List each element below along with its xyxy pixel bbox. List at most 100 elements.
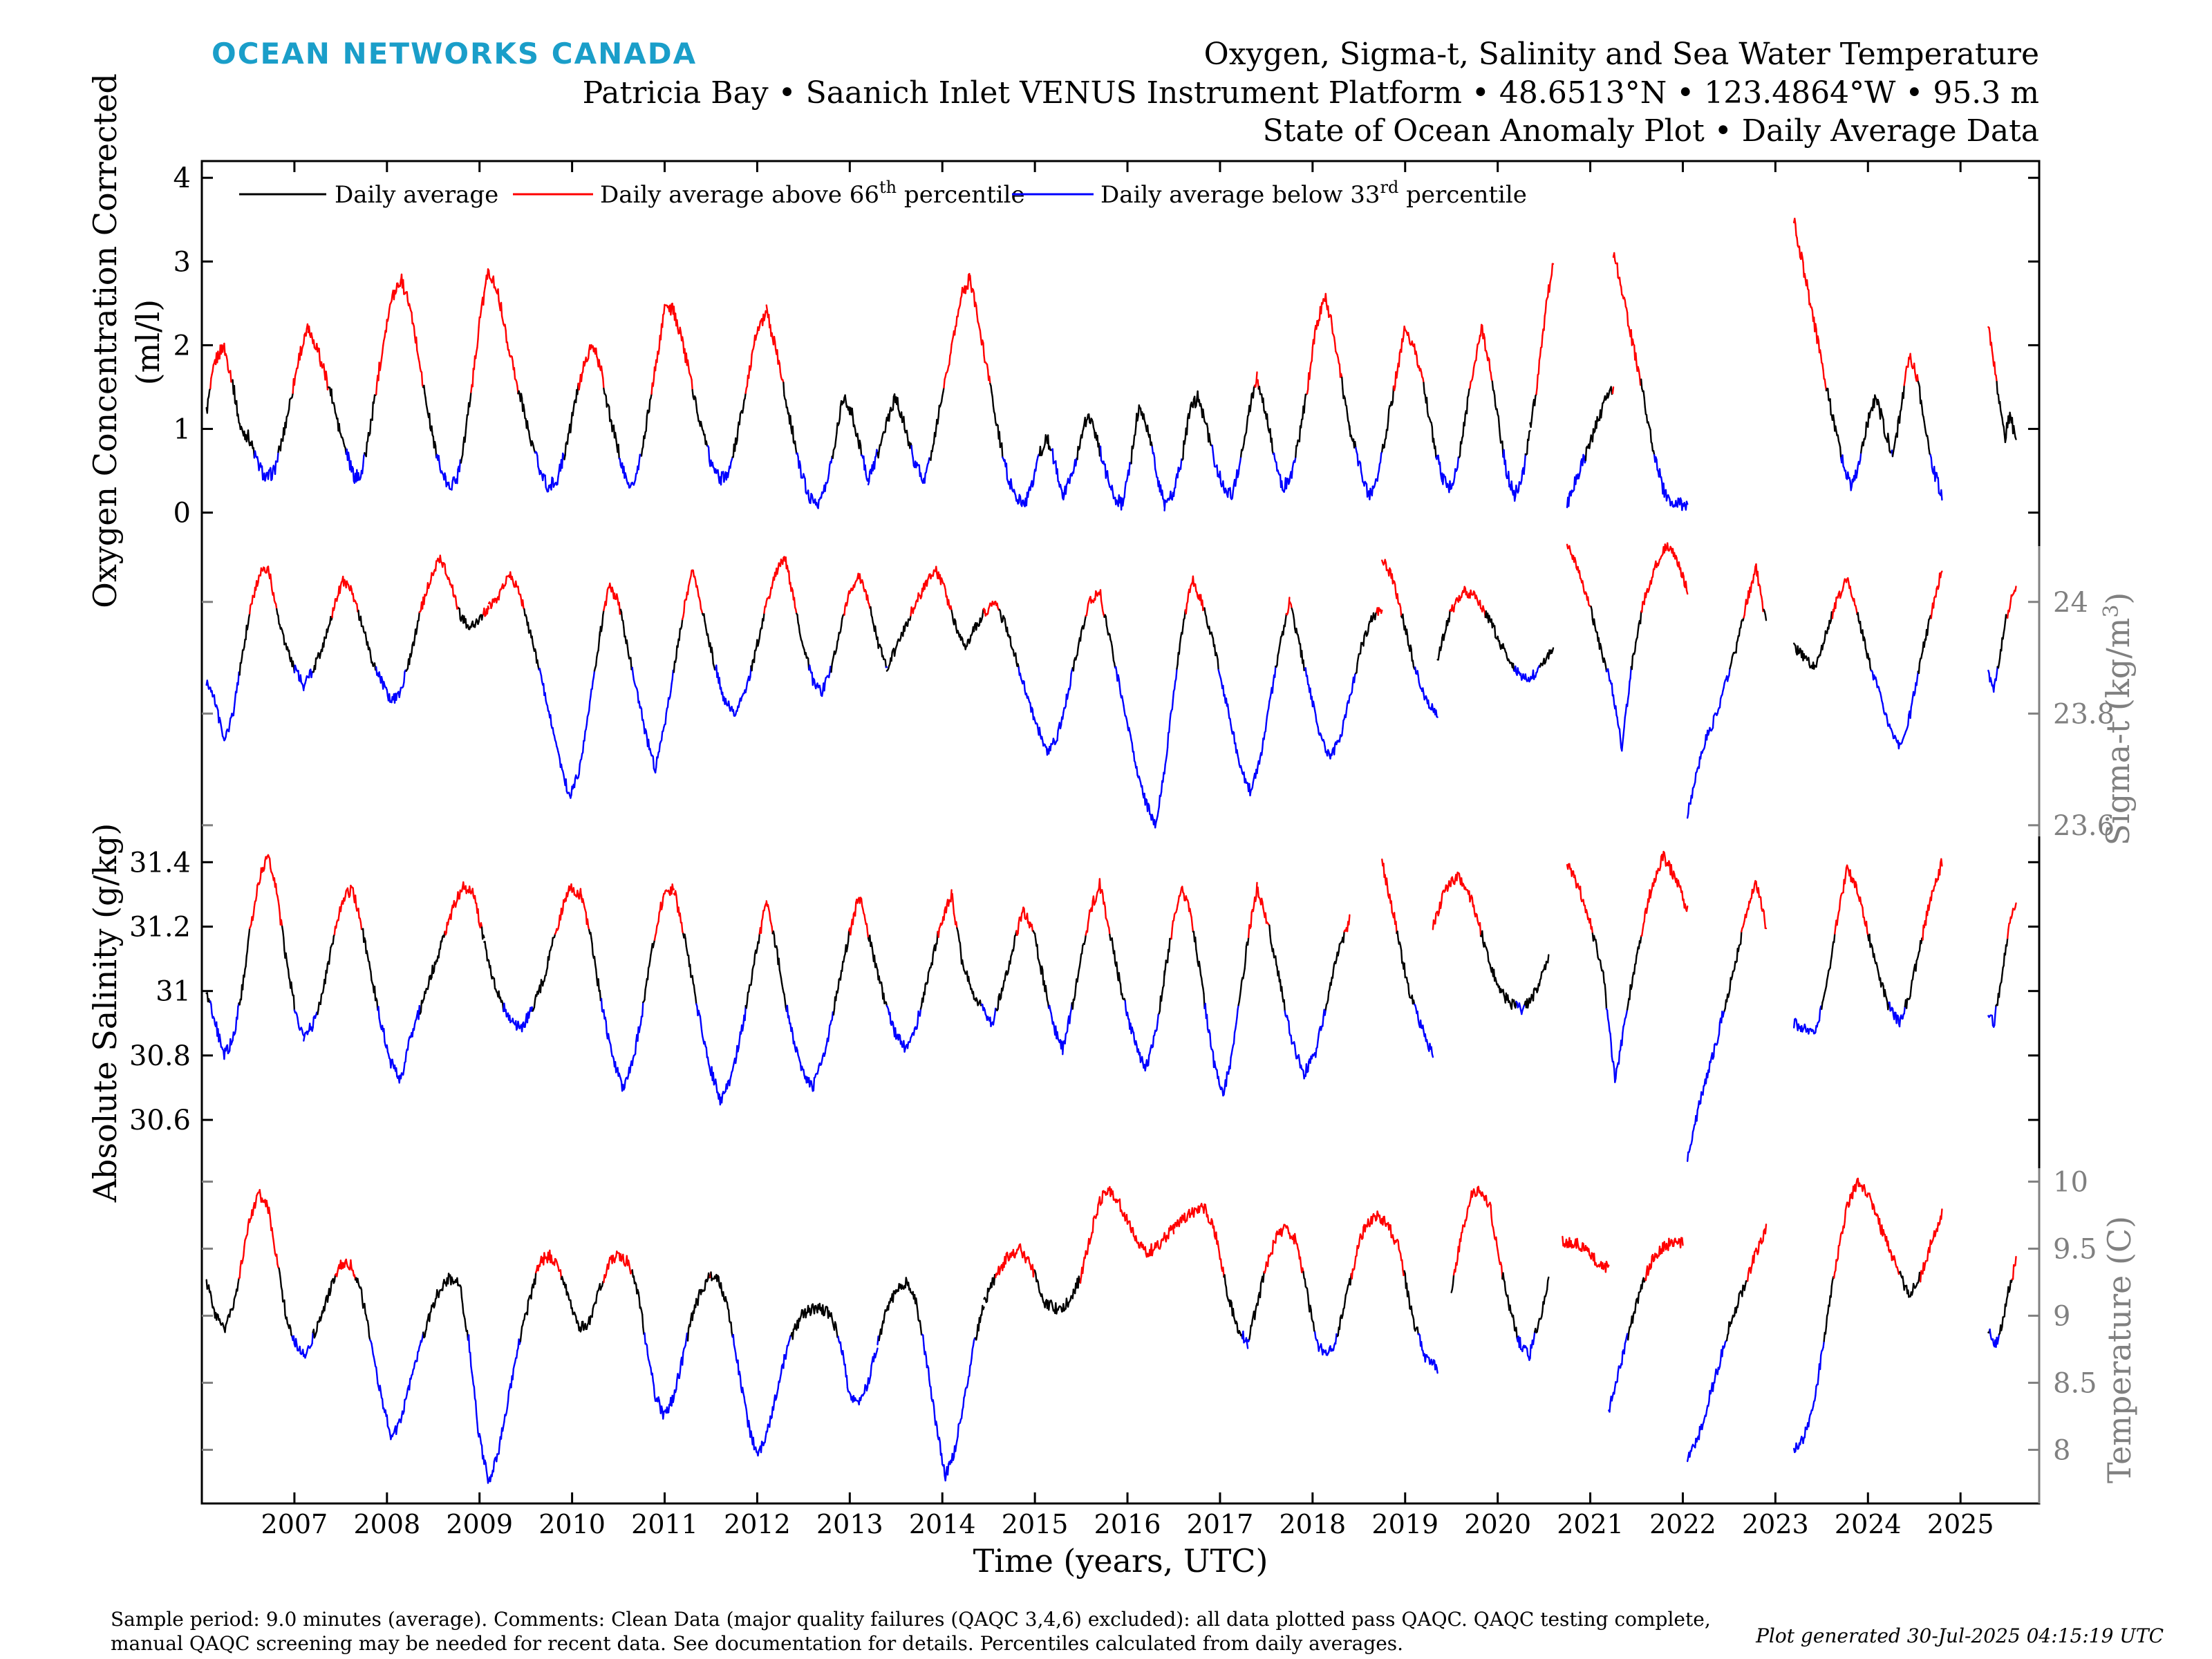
- series-line-sigma_t: [1493, 625, 1497, 639]
- series-line-oxygen: [697, 414, 700, 422]
- series-line-sigma_t: [692, 570, 695, 578]
- series-line-oxygen: [413, 326, 416, 337]
- series-line-sigma_t: [1752, 573, 1755, 584]
- series-line-salinity: [326, 962, 329, 974]
- series-line-sigma_t: [1738, 627, 1741, 637]
- series-line-oxygen: [293, 375, 297, 386]
- series-line-oxygen: [1416, 355, 1418, 366]
- series-line-oxygen: [844, 394, 847, 403]
- series-line-sigma_t: [1417, 675, 1421, 684]
- series-line-sigma_t: [732, 709, 735, 717]
- series-line-sigma_t: [1756, 570, 1760, 586]
- series-line-oxygen: [226, 359, 229, 371]
- series-line-sigma_t: [1911, 697, 1914, 704]
- series-line-sigma_t: [1181, 626, 1184, 635]
- series-line-salinity: [354, 894, 357, 908]
- series-line-sigma_t: [1940, 570, 1943, 574]
- series-line-oxygen: [1438, 461, 1442, 474]
- series-line-sigma_t: [544, 692, 547, 702]
- series-line-sigma_t: [1932, 597, 1936, 609]
- series-line-sigma_t: [395, 693, 398, 701]
- series-line-oxygen: [1378, 463, 1381, 472]
- series-line-oxygen: [906, 429, 909, 438]
- series-line-sigma_t: [697, 589, 700, 597]
- series-line-oxygen: [1170, 490, 1172, 500]
- series-line-oxygen: [786, 406, 789, 415]
- series-line-sigma_t: [903, 624, 906, 632]
- series-line-sigma_t: [238, 662, 241, 676]
- series-line-sigma_t: [229, 717, 232, 726]
- series-line-sigma_t: [961, 637, 964, 646]
- series-line-oxygen: [1291, 467, 1294, 479]
- series-line-oxygen: [1153, 456, 1156, 470]
- series-line-oxygen: [1796, 236, 1799, 247]
- series-line-sigma_t: [1131, 742, 1134, 753]
- series-line-oxygen: [695, 404, 698, 413]
- series-line-oxygen: [1468, 388, 1470, 397]
- y-axis-label-oxygen-units: (ml/l): [129, 299, 167, 385]
- series-line-oxygen: [1856, 465, 1859, 474]
- series-line-salinity: [328, 953, 331, 965]
- series-line-sigma_t: [982, 608, 985, 610]
- series-line-oxygen: [1423, 382, 1425, 395]
- series-line-salinity: [395, 1067, 398, 1078]
- series-line-sigma_t: [1593, 618, 1596, 627]
- series-line-sigma_t: [1148, 805, 1151, 816]
- series-line-oxygen: [564, 442, 567, 456]
- series-line-oxygen: [308, 325, 311, 336]
- series-line-oxygen: [1327, 305, 1330, 318]
- series-line-oxygen: [652, 378, 655, 387]
- series-line-oxygen: [1656, 458, 1658, 471]
- series-line-sigma_t: [308, 669, 311, 679]
- series-line-oxygen: [1151, 446, 1154, 455]
- series-line-oxygen: [1212, 451, 1215, 461]
- series-line-oxygen: [1832, 414, 1835, 422]
- series-line-sigma_t: [1687, 802, 1690, 815]
- series-line-salinity: [547, 950, 551, 961]
- series-line-oxygen: [1035, 462, 1038, 472]
- series-line-oxygen: [361, 465, 364, 475]
- series-line-sigma_t: [1650, 577, 1653, 585]
- series-line-salinity: [471, 888, 474, 897]
- series-line-oxygen: [1195, 397, 1198, 407]
- series-line-oxygen: [943, 378, 946, 389]
- series-line-oxygen: [1877, 402, 1881, 411]
- series-line-sigma_t: [1168, 720, 1171, 733]
- series-line-oxygen: [251, 440, 254, 449]
- series-line-salinity: [600, 997, 603, 1013]
- series-line-oxygen: [1309, 367, 1311, 380]
- series-line-oxygen: [411, 311, 413, 325]
- series-line-sigma_t: [1333, 743, 1336, 756]
- series-line-sigma_t: [1512, 662, 1515, 672]
- series-line-oxygen: [1829, 398, 1832, 416]
- series-line-sigma_t: [622, 619, 625, 628]
- series-line-oxygen: [1626, 312, 1629, 327]
- series-line-oxygen: [634, 473, 637, 481]
- series-line-oxygen: [285, 415, 288, 429]
- series-line-oxygen: [1235, 478, 1237, 487]
- plot-frame: [200, 160, 2041, 1505]
- series-line-salinity: [474, 894, 477, 904]
- series-line-sigma_t: [369, 649, 372, 658]
- series-line-salinity: [605, 1020, 608, 1035]
- series-line-sigma_t: [1915, 677, 1918, 686]
- series-line-salinity: [252, 913, 254, 921]
- series-line-oxygen: [486, 268, 489, 280]
- series-line-sigma_t: [1679, 567, 1683, 577]
- series-line-salinity: [278, 904, 281, 915]
- series-line-oxygen: [391, 294, 393, 302]
- series-line-sigma_t: [999, 610, 1002, 618]
- series-line-oxygen: [526, 420, 529, 431]
- series-line-oxygen: [379, 363, 382, 371]
- series-line-salinity: [521, 1022, 524, 1033]
- series-line-oxygen: [603, 387, 606, 395]
- series-line-sigma_t: [1849, 585, 1852, 594]
- series-line-oxygen: [1808, 289, 1810, 306]
- series-line-sigma_t: [505, 575, 507, 585]
- series-line-oxygen: [868, 471, 871, 482]
- series-line-oxygen: [1010, 478, 1013, 489]
- series-line-oxygen: [561, 452, 564, 469]
- series-line-oxygen: [1460, 437, 1463, 444]
- series-line-sigma_t: [1622, 734, 1624, 744]
